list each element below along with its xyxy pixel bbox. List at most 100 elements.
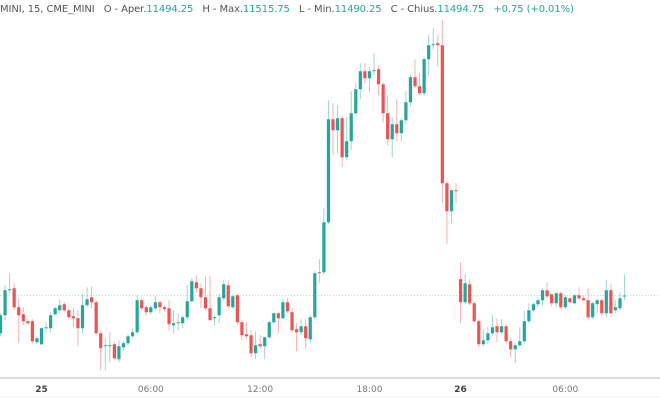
candle (226, 280, 230, 309)
candle-body (550, 294, 554, 304)
candle-body (185, 301, 189, 318)
candle (340, 116, 344, 168)
candle (372, 53, 376, 76)
candle-body (472, 303, 476, 322)
candle (3, 285, 7, 321)
candle-body (367, 71, 372, 79)
candle-body (335, 118, 340, 131)
candle-body (581, 298, 586, 301)
candle-body (53, 308, 57, 315)
high-label: H - Max. (202, 4, 243, 15)
candle-body (244, 334, 249, 337)
candle-body (199, 288, 203, 298)
candle-body (531, 304, 536, 311)
candle (399, 118, 403, 142)
candle (472, 301, 476, 324)
candle (290, 308, 294, 333)
candle (26, 319, 30, 326)
candle-body (258, 344, 262, 347)
candle (294, 323, 299, 352)
low-label: L - Min. (298, 4, 335, 15)
candle (153, 296, 157, 311)
candle-body (249, 335, 253, 354)
candle-body (208, 308, 212, 321)
candles-group (0, 20, 627, 371)
candle-body (445, 183, 449, 212)
candle (190, 278, 194, 304)
candle (604, 280, 608, 318)
candle-body (90, 297, 94, 303)
candle-body (299, 326, 303, 333)
candle (317, 259, 321, 284)
candle-body (595, 300, 599, 305)
candle (568, 297, 572, 304)
candle (108, 332, 112, 363)
candle-body (463, 283, 467, 303)
candle-body (458, 279, 463, 303)
candle-body (522, 321, 526, 342)
candle (185, 285, 189, 321)
candle-body (563, 297, 567, 308)
candle (440, 20, 444, 204)
close-value: 11494.75 (437, 4, 485, 15)
x-axis-ticks: 25 06:00 12:00 18:00 26 06:00 (35, 385, 578, 395)
candle (222, 280, 226, 301)
candle-body (112, 344, 116, 359)
candle (80, 294, 85, 334)
low-value: 11490.25 (334, 4, 382, 15)
candle-body (80, 305, 85, 329)
candle-body (49, 315, 53, 329)
candle-body (322, 222, 326, 273)
candle (194, 275, 198, 293)
candle (140, 298, 144, 311)
candle-body (203, 297, 208, 309)
x-tick-label: 26 (454, 385, 467, 395)
candle-body (436, 43, 440, 46)
candle-body (126, 336, 130, 344)
candle-body (504, 326, 508, 342)
candle-body (363, 71, 367, 79)
candle-body (176, 322, 180, 324)
candle (253, 331, 258, 360)
candle-body (395, 124, 399, 134)
candle-body (121, 343, 126, 348)
candle (431, 28, 435, 50)
candle (135, 295, 139, 335)
candle-body (217, 297, 221, 316)
candle-body (294, 329, 299, 333)
chart-legend: MINI, 15, CME_MINI O - Aper.11494.25 H -… (0, 4, 580, 15)
candle (522, 311, 526, 344)
candle (381, 82, 385, 123)
candle-body (58, 305, 62, 311)
candle (121, 341, 126, 351)
candle (581, 295, 586, 301)
candle (386, 95, 390, 146)
candle-body (231, 296, 235, 308)
x-tick-label: 12:00 (247, 385, 273, 395)
candle (171, 310, 176, 334)
candle (149, 305, 153, 315)
candle-body (404, 102, 408, 121)
candle (563, 295, 567, 310)
candle (167, 300, 171, 331)
candle (17, 298, 21, 344)
candle (130, 328, 135, 339)
candle (308, 315, 312, 344)
candle-body (285, 302, 290, 312)
candle-body (513, 345, 517, 350)
candle-body (331, 119, 335, 131)
candle-body (600, 300, 604, 314)
candle (572, 294, 577, 305)
candle (436, 35, 440, 67)
candle-body (76, 318, 80, 329)
candle (212, 315, 217, 326)
candle (550, 293, 554, 307)
candle-body (235, 295, 239, 323)
candle-body (290, 312, 294, 331)
candle-body (536, 300, 540, 305)
candle (304, 319, 308, 350)
candle (463, 274, 467, 305)
candle-body (158, 302, 162, 308)
candle-body (3, 290, 7, 316)
